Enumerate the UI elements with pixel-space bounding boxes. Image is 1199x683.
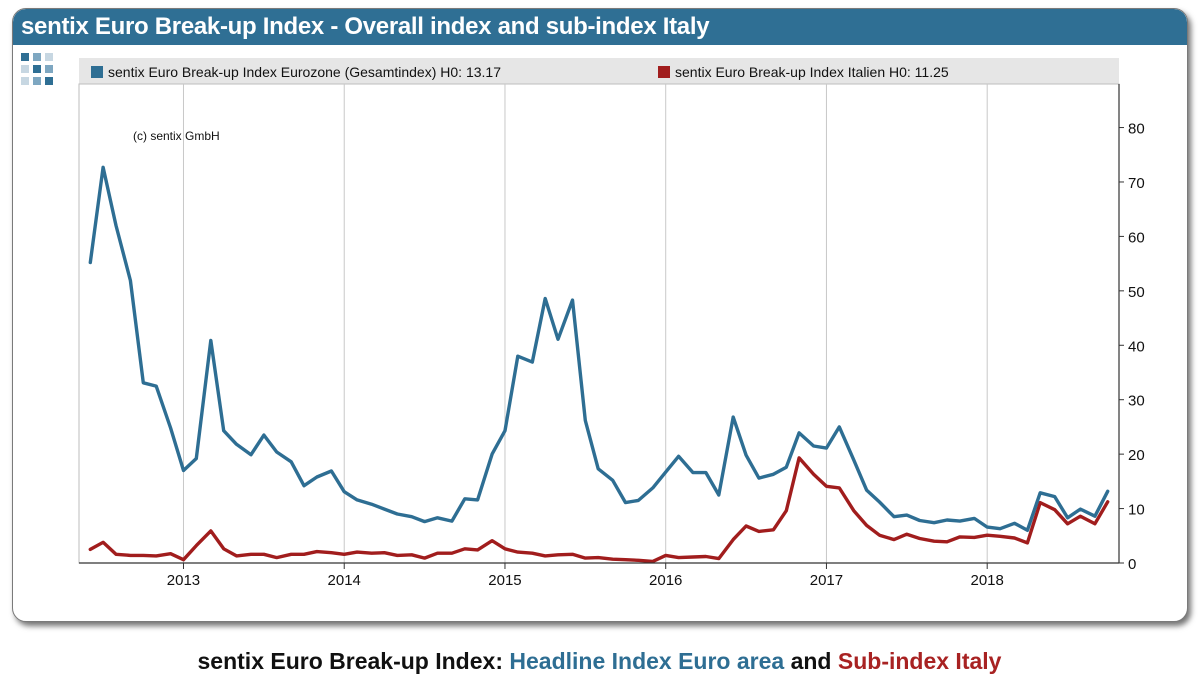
x-tick-label-2015: 2015 <box>488 572 521 589</box>
y-tick-label-20: 20 <box>1128 447 1145 464</box>
caption-and: and <box>784 648 838 674</box>
plot-area-border <box>78 83 1120 564</box>
title-bar: sentix Euro Break-up Index - Overall ind… <box>13 9 1187 45</box>
y-tick-label-50: 50 <box>1128 284 1145 301</box>
legend: sentix Euro Break-up Index Eurozone (Ges… <box>91 64 949 80</box>
y-tick-label-80: 80 <box>1128 121 1145 138</box>
series-lines <box>88 165 1110 564</box>
y-tick-label-60: 60 <box>1128 229 1145 246</box>
x-tick-label-2018: 2018 <box>971 572 1004 589</box>
legend-swatch-italy <box>658 66 670 78</box>
y-tick-label-40: 40 <box>1128 338 1145 355</box>
legend-background <box>79 58 1119 84</box>
x-tick-label-2014: 2014 <box>328 572 361 589</box>
series-line-italy <box>88 456 1110 564</box>
x-tick-label-2013: 2013 <box>167 572 200 589</box>
chart-title: sentix Euro Break-up Index - Overall ind… <box>21 13 710 40</box>
y-tick-label-10: 10 <box>1128 502 1145 519</box>
sentix-logo-icon <box>21 53 53 85</box>
caption-headline: Headline Index Euro area <box>509 648 785 674</box>
legend-label-italy: sentix Euro Break-up Index Italien H0: 1… <box>675 64 949 80</box>
caption-subindex: Sub-index Italy <box>837 648 1002 674</box>
axes: 0 10 20 30 40 50 60 70 80 2013 2014 2015 2016 2017 201… <box>79 84 1145 589</box>
figure-caption: sentix Euro Break-up Index: Headline Ind… <box>0 648 1199 675</box>
series-line-eurozone <box>88 165 1110 532</box>
legend-label-eurozone: sentix Euro Break-up Index Eurozone (Ges… <box>108 64 501 80</box>
y-tick-label-30: 30 <box>1128 393 1145 410</box>
x-tick-label-2017: 2017 <box>810 572 843 589</box>
copyright-annotation: (c) sentix GmbH <box>133 129 220 143</box>
y-tick-label-70: 70 <box>1128 175 1145 192</box>
chart-panel: sentix Euro Break-up Index - Overall ind… <box>12 8 1188 622</box>
x-tick-label-2016: 2016 <box>649 572 682 589</box>
caption-prefix: sentix Euro Break-up Index: <box>197 648 510 674</box>
gridlines <box>182 84 988 563</box>
plot-frame <box>78 83 1120 564</box>
legend-swatch-eurozone <box>91 66 103 78</box>
y-tick-label-0: 0 <box>1128 556 1136 573</box>
